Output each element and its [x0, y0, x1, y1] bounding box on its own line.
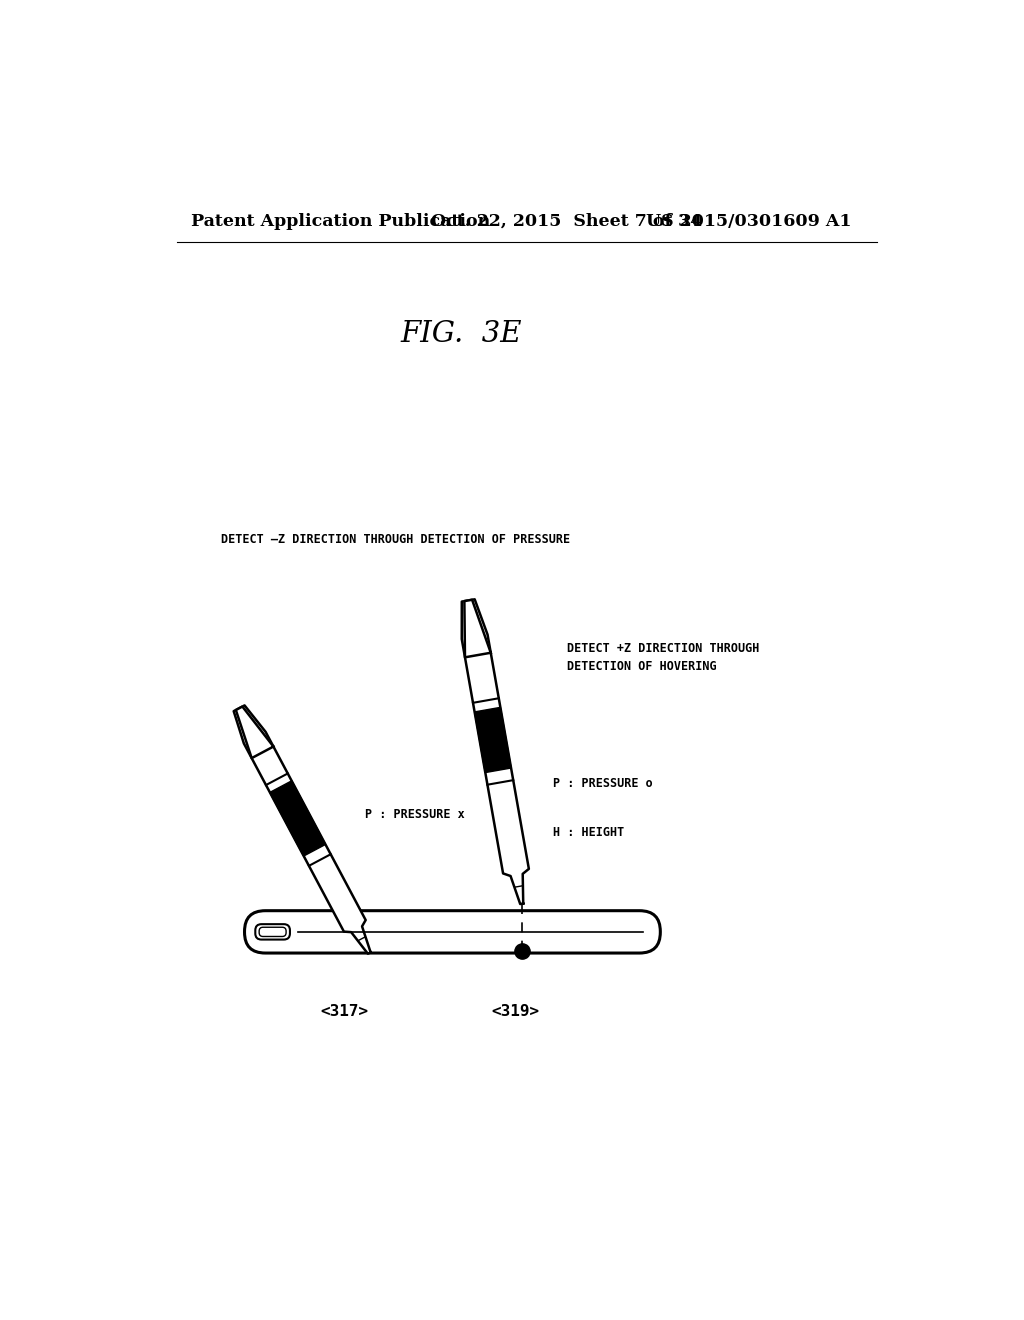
Text: <317>: <317> [321, 1005, 369, 1019]
FancyBboxPatch shape [255, 924, 290, 940]
Text: P : PRESSURE o: P : PRESSURE o [553, 777, 652, 791]
Text: DETECTION OF HOVERING: DETECTION OF HOVERING [567, 660, 717, 673]
Text: FIG.  3E: FIG. 3E [401, 319, 522, 348]
Text: P : PRESSURE x: P : PRESSURE x [366, 808, 465, 821]
Text: Patent Application Publication: Patent Application Publication [190, 213, 489, 230]
FancyBboxPatch shape [245, 911, 660, 953]
Text: H : HEIGHT: H : HEIGHT [553, 825, 624, 838]
Polygon shape [270, 781, 326, 857]
Text: US 2015/0301609 A1: US 2015/0301609 A1 [646, 213, 852, 230]
Polygon shape [462, 599, 528, 904]
Text: DETECT +Z DIRECTION THROUGH: DETECT +Z DIRECTION THROUGH [567, 643, 760, 656]
Text: <319>: <319> [492, 1005, 540, 1019]
Polygon shape [474, 708, 511, 772]
Polygon shape [464, 599, 490, 657]
FancyBboxPatch shape [259, 927, 286, 936]
Polygon shape [236, 706, 273, 758]
Text: Oct. 22, 2015  Sheet 7 of 34: Oct. 22, 2015 Sheet 7 of 34 [431, 213, 702, 230]
Polygon shape [233, 705, 371, 954]
Text: DETECT –Z DIRECTION THROUGH DETECTION OF PRESSURE: DETECT –Z DIRECTION THROUGH DETECTION OF… [221, 533, 570, 546]
